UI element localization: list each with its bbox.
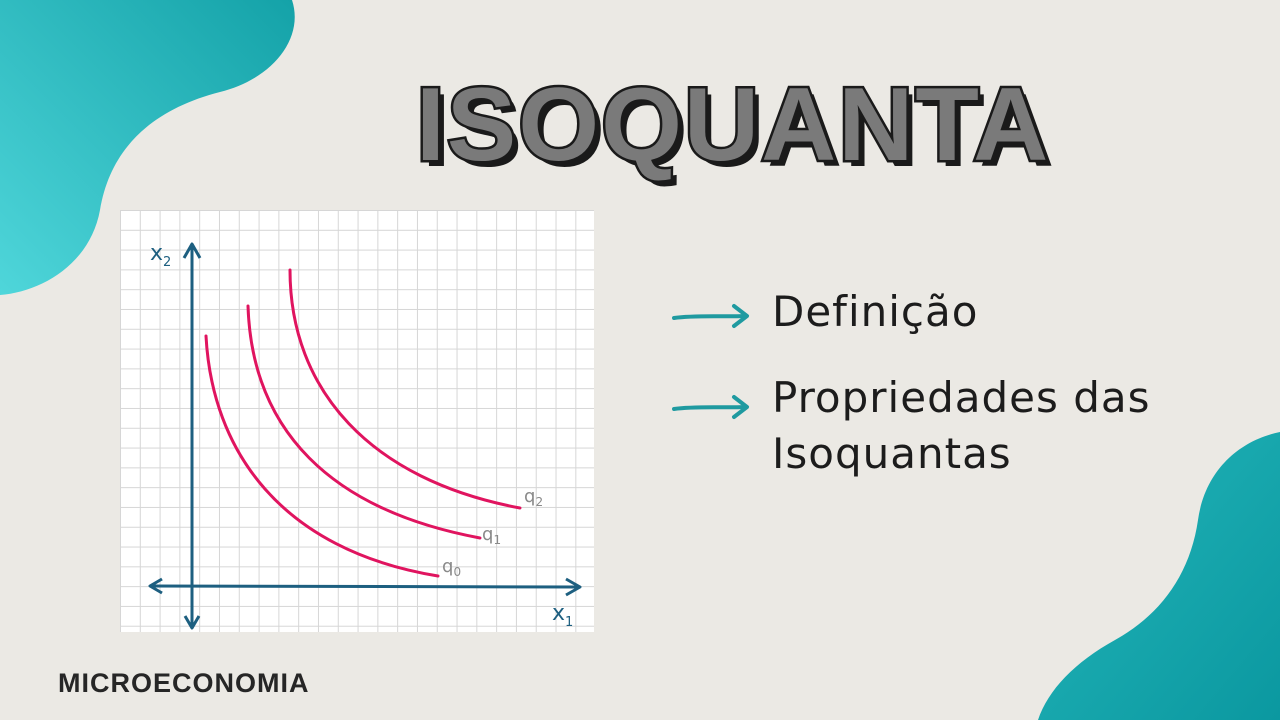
isoquant-plot: x2 x1 q0 q1 q2: [148, 241, 582, 630]
curve-label-q0: q0: [442, 556, 461, 579]
curve-label-q2: q2: [524, 486, 543, 509]
x-axis-arrowhead: [565, 577, 582, 597]
title-text: ISOQUANTA: [416, 67, 1050, 183]
curve-label-q1: q1: [482, 524, 501, 547]
isoquant-curve-q1: [246, 304, 482, 540]
isoquant-graph: x2 x1 q0 q1 q2: [120, 210, 594, 632]
right-arrow-icon: [672, 395, 749, 419]
page-title: ISOQUANTA ISOQUANTA: [414, 65, 1056, 190]
right-arrow-icon: [672, 304, 749, 328]
x-axis-left-arrowhead: [148, 577, 163, 595]
y-axis-bottom-arrowhead: [183, 615, 201, 630]
subject-label: MICROECONOMIA: [58, 668, 310, 698]
y-axis-label: x2: [150, 241, 171, 270]
topic-label: Definição: [772, 287, 979, 336]
topic-label: Propriedades das Isoquantas: [772, 373, 1151, 478]
y-axis-arrowhead: [182, 242, 202, 259]
isoquant-curve-q0: [204, 334, 440, 578]
x-axis-label: x1: [552, 601, 573, 630]
x-axis: [149, 584, 581, 589]
isoquant-curve-q2: [288, 268, 522, 510]
title-shadow: ISOQUANTA: [422, 73, 1056, 189]
